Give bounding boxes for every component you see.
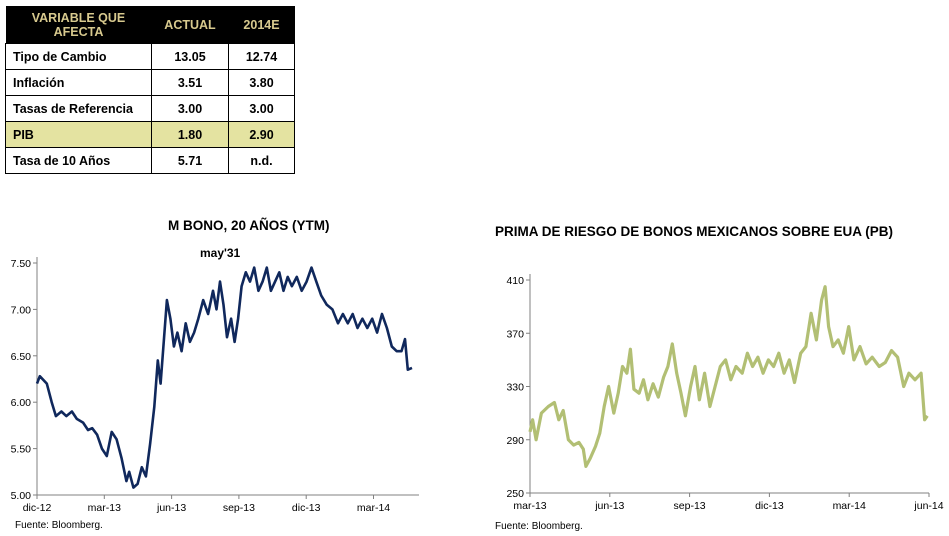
header-2014e: 2014E <box>228 6 295 44</box>
series-line <box>35 266 413 489</box>
y-tick-label: 290 <box>506 435 524 447</box>
table-row: Inflación 3.51 3.80 <box>5 69 295 96</box>
y-tick-label: 7.00 <box>11 304 32 316</box>
x-tick-label: dic-13 <box>292 502 321 514</box>
y-tick-label: 410 <box>506 275 524 287</box>
row-estimate: 3.80 <box>228 69 295 96</box>
row-estimate: 12.74 <box>228 43 295 70</box>
x-tick-label: mar-13 <box>88 502 121 514</box>
row-label: Tasas de Referencia <box>5 95 152 122</box>
x-tick-label: dic-12 <box>23 502 52 514</box>
row-label: Tasa de 10 Años <box>5 147 152 174</box>
row-estimate: n.d. <box>228 147 295 174</box>
mbono-chart-title: M BONO, 20 AÑOS (YTM) <box>168 218 330 233</box>
y-tick-label: 6.00 <box>11 397 32 409</box>
table-header-row: VARIABLE QUE AFECTA ACTUAL 2014E <box>5 6 295 44</box>
row-actual: 1.80 <box>151 121 229 148</box>
row-estimate: 2.90 <box>228 121 295 148</box>
y-tick-label: 5.50 <box>11 444 32 456</box>
series-line <box>528 285 929 468</box>
y-tick-label: 7.50 <box>11 258 32 270</box>
y-tick-label: 6.50 <box>11 351 32 363</box>
x-tick-label: jun-13 <box>156 502 186 514</box>
x-tick-label: mar-14 <box>357 502 390 514</box>
y-tick-label: 370 <box>506 328 524 340</box>
y-tick-label: 5.00 <box>11 490 32 502</box>
header-actual: ACTUAL <box>151 6 229 44</box>
table-row: Tasas de Referencia 3.00 3.00 <box>5 95 295 122</box>
x-tick-label: sep-13 <box>223 502 255 514</box>
row-actual: 3.00 <box>151 95 229 122</box>
row-actual: 13.05 <box>151 43 229 70</box>
risk-premium-chart-title: PRIMA DE RIESGO DE BONOS MEXICANOS SOBRE… <box>495 224 894 239</box>
variables-table: VARIABLE QUE AFECTA ACTUAL 2014E Tipo de… <box>5 6 295 174</box>
x-tick-label: jun-14 <box>913 500 943 512</box>
x-tick-label: mar-14 <box>833 500 866 512</box>
table-row: Tasa de 10 Años 5.71 n.d. <box>5 147 295 174</box>
mbono-chart-subtitle: may'31 <box>200 246 241 260</box>
mbono-source: Fuente: Bloomberg. <box>15 520 103 531</box>
header-variable: VARIABLE QUE AFECTA <box>5 6 152 44</box>
x-tick-label: mar-13 <box>513 500 546 512</box>
risk-premium-source: Fuente: Bloomberg. <box>495 521 583 532</box>
table-row-highlighted: PIB 1.80 2.90 <box>5 121 295 148</box>
y-tick-label: 250 <box>506 488 524 500</box>
x-tick-label: dic-13 <box>755 500 784 512</box>
row-label: Inflación <box>5 69 152 96</box>
row-actual: 3.51 <box>151 69 229 96</box>
x-tick-label: jun-13 <box>594 500 624 512</box>
x-tick-label: sep-13 <box>674 500 706 512</box>
table-row: Tipo de Cambio 13.05 12.74 <box>5 43 295 70</box>
row-label: PIB <box>5 121 152 148</box>
row-estimate: 3.00 <box>228 95 295 122</box>
y-tick-label: 330 <box>506 382 524 394</box>
